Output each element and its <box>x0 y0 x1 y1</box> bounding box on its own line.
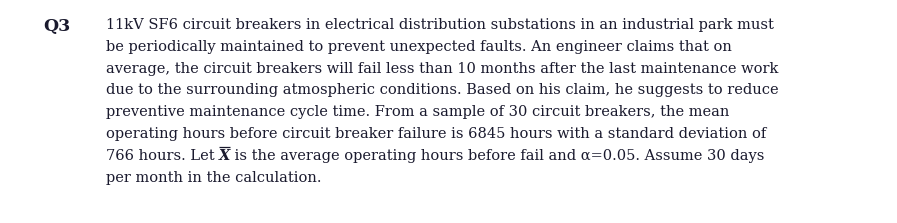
Text: operating hours before circuit breaker failure is 6845 hours with a standard dev: operating hours before circuit breaker f… <box>106 127 766 141</box>
Text: 766 hours. Let: 766 hours. Let <box>106 149 219 163</box>
Text: Q3: Q3 <box>43 18 70 35</box>
Text: be periodically maintained to prevent unexpected faults. An engineer claims that: be periodically maintained to prevent un… <box>106 40 732 54</box>
Text: per month in the calculation.: per month in the calculation. <box>106 171 321 185</box>
Text: 11kV SF6 circuit breakers in electrical distribution substations in an industria: 11kV SF6 circuit breakers in electrical … <box>106 18 774 32</box>
Text: X: X <box>219 149 231 163</box>
Text: average, the circuit breakers will fail less than 10 months after the last maint: average, the circuit breakers will fail … <box>106 62 779 76</box>
Text: due to the surrounding atmospheric conditions. Based on his claim, he suggests t: due to the surrounding atmospheric condi… <box>106 83 779 97</box>
Text: is the average operating hours before fail and α=0.05. Assume 30 days: is the average operating hours before fa… <box>231 149 765 163</box>
Text: preventive maintenance cycle time. From a sample of 30 circuit breakers, the mea: preventive maintenance cycle time. From … <box>106 105 729 119</box>
